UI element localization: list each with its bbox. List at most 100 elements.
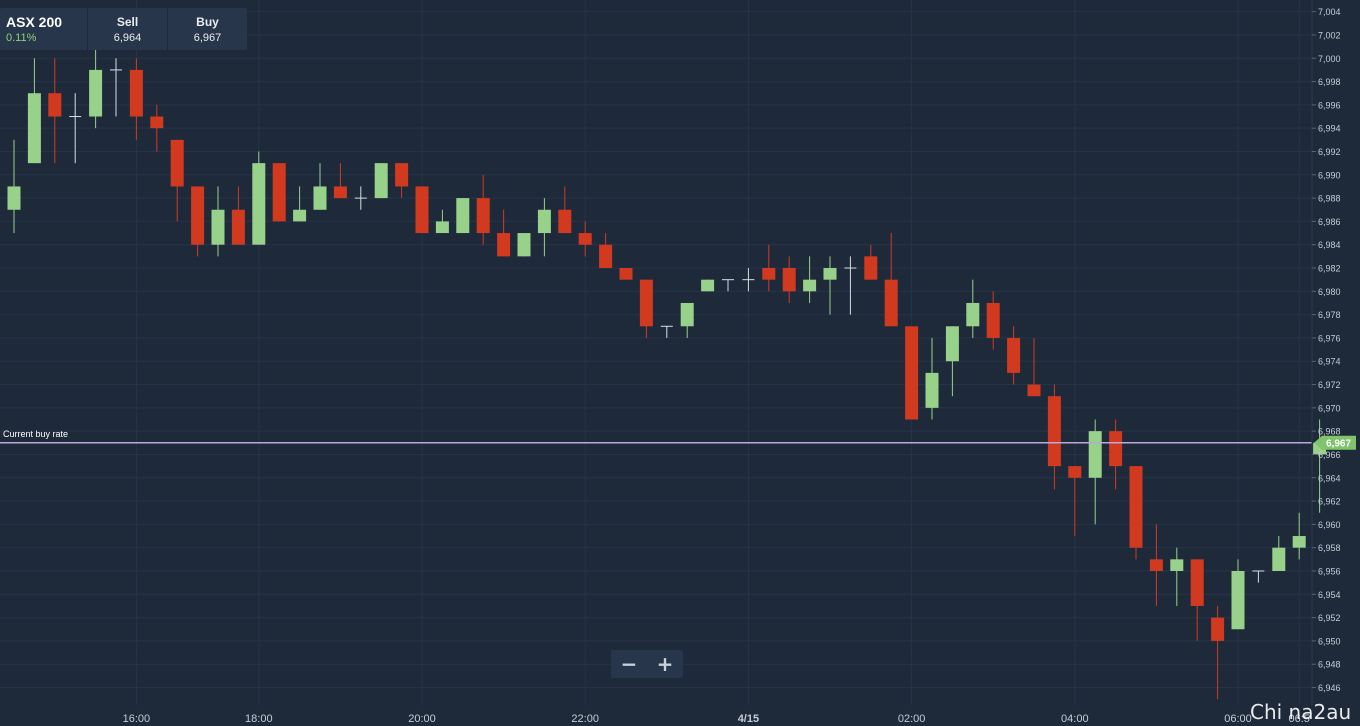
y-tick-label: 7,004 (1318, 7, 1341, 17)
price-tag-background (1314, 435, 1356, 450)
x-tick-label: 04:00 (1061, 713, 1089, 725)
candle-body (517, 233, 531, 257)
candle (1109, 419, 1123, 490)
candle-body (966, 302, 980, 327)
zoom-out-button[interactable]: − (611, 650, 647, 678)
y-tick-label: 6,994 (1318, 124, 1341, 134)
candle (844, 256, 857, 315)
candle-body (89, 69, 103, 117)
y-tick-label: 6,952 (1318, 613, 1341, 623)
candle-body (27, 93, 41, 164)
candle-body (823, 268, 837, 280)
candle-body (803, 279, 817, 292)
candle (722, 279, 734, 292)
y-tick-label: 6,968 (1318, 427, 1341, 437)
candle (435, 209, 449, 234)
candle (211, 186, 225, 257)
x-tick-label: 22:00 (571, 713, 599, 725)
candle (1272, 536, 1286, 571)
candle (191, 186, 205, 257)
candle-body (701, 279, 715, 292)
candle (395, 163, 409, 199)
buy-label: Buy (196, 14, 219, 29)
y-tick-label: 6,956 (1318, 566, 1341, 576)
sell-price: 6,964 (113, 31, 142, 44)
candle-body (1109, 431, 1123, 467)
candle-body (905, 326, 919, 420)
candle-body (7, 186, 21, 210)
candle (680, 302, 694, 338)
y-tick-label: 6,954 (1318, 590, 1341, 600)
candle (823, 256, 837, 315)
x-tick-label: 20:00 (408, 713, 436, 725)
candle (354, 186, 367, 210)
candle-body (272, 163, 286, 222)
candle (701, 279, 715, 292)
candle-body (1007, 337, 1021, 373)
instrument-info: ASX 200 0.11% (0, 8, 88, 50)
candle (599, 233, 613, 269)
candle (476, 174, 490, 245)
candle (1211, 605, 1225, 700)
candle-body (1170, 559, 1184, 571)
candle-body (476, 198, 490, 234)
candle-body (945, 326, 959, 362)
zoom-controls: − + (611, 650, 683, 678)
candle (1088, 419, 1102, 525)
y-tick-label: 6,978 (1318, 310, 1341, 320)
candle-body (639, 279, 653, 327)
x-tick-label: 18:00 (245, 713, 273, 725)
x-axis: 16:00 18:00 20:00 22:00 4/15 02:00 04:00 06:00 0… (123, 713, 1310, 725)
y-tick-label: 6,984 (1318, 240, 1341, 250)
candle (69, 93, 82, 164)
x-tick-label: 4/15 (738, 713, 759, 725)
candle (110, 58, 122, 117)
candle (1252, 570, 1265, 583)
y-tick-label: 6,982 (1318, 264, 1341, 274)
candle-body (762, 268, 776, 280)
candle (1292, 512, 1306, 560)
candle-body (1047, 396, 1061, 467)
y-tick-label: 6,962 (1318, 497, 1341, 507)
candle-body (150, 116, 164, 129)
candle (762, 244, 776, 292)
candle (150, 104, 164, 152)
candle (639, 279, 653, 338)
candle-body (1190, 559, 1204, 606)
y-tick-label: 7,000 (1318, 54, 1341, 64)
y-tick-label: 7,002 (1318, 30, 1341, 40)
candle (945, 326, 959, 397)
candle-body (435, 221, 449, 234)
candle (1027, 337, 1041, 397)
candle-body (1313, 442, 1327, 455)
candle (27, 58, 41, 164)
candle-body (415, 186, 429, 234)
candle-body (558, 209, 572, 234)
candle (1047, 384, 1061, 490)
candle-body (578, 233, 592, 245)
zoom-in-button[interactable]: + (647, 650, 683, 678)
candle-body (864, 256, 878, 280)
candle (129, 58, 143, 140)
candle (272, 163, 286, 222)
candle-body (1149, 559, 1163, 571)
y-tick-label: 6,976 (1318, 333, 1341, 343)
buy-button[interactable]: Buy 6,967 (168, 8, 247, 50)
candle-body (1068, 466, 1082, 478)
candle-body (680, 302, 694, 327)
candle-body (456, 198, 470, 234)
candle (619, 268, 633, 280)
candle-body (1231, 570, 1245, 630)
y-tick-label: 6,960 (1318, 520, 1341, 530)
candle (864, 244, 878, 280)
candle (986, 291, 1000, 350)
sell-button[interactable]: Sell 6,964 (88, 8, 168, 50)
candle (966, 279, 980, 338)
instrument-change: 0.11% (6, 32, 37, 44)
candle (782, 256, 796, 303)
x-tick-label: 06:00 (1224, 713, 1252, 725)
candle-body (497, 233, 511, 257)
candle (293, 186, 307, 222)
current-buy-rate-label: Current buy rate (3, 429, 68, 439)
